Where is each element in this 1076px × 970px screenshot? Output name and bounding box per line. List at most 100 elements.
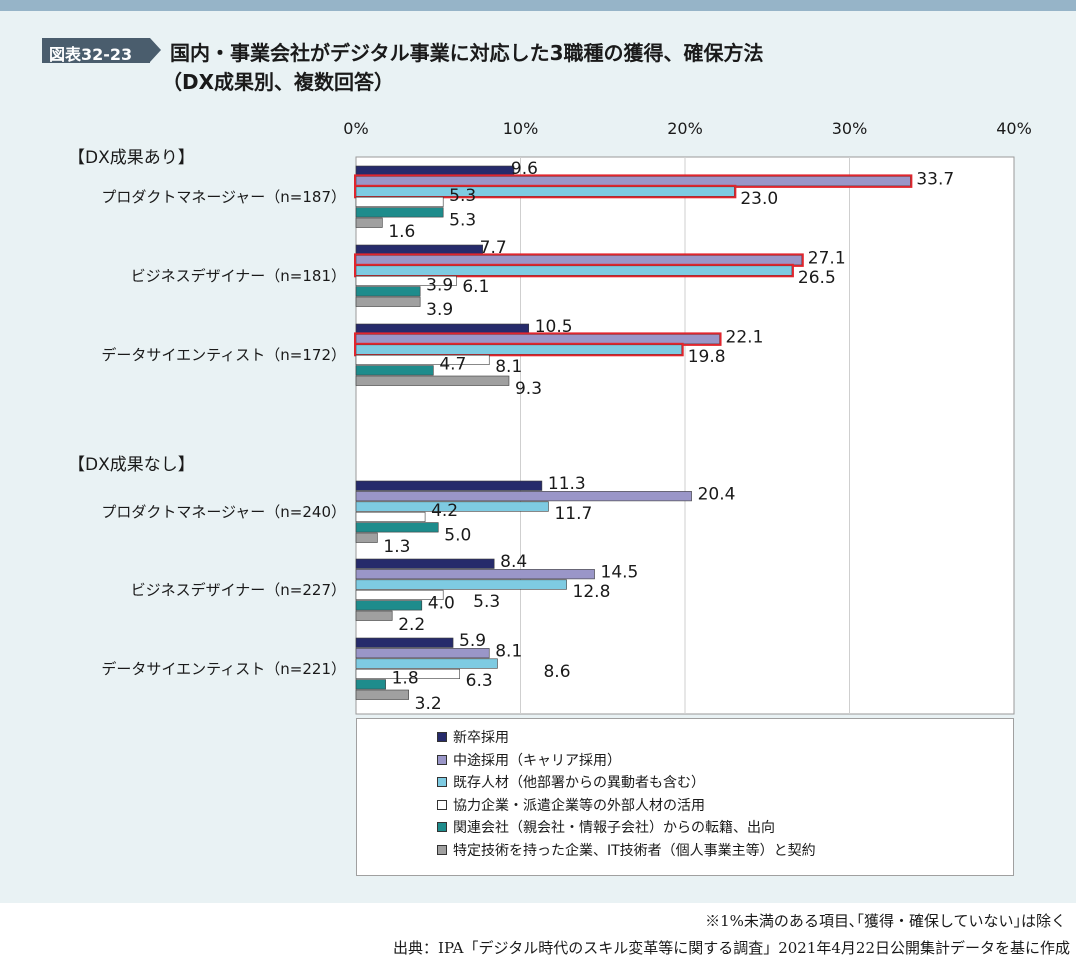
chart-title-line2: （DX成果別、複数回答） (162, 70, 395, 94)
data-label: 3.9 (426, 300, 453, 320)
data-label: 12.8 (573, 582, 611, 602)
legend-item: 新卒採用 (437, 727, 509, 747)
data-label: 23.0 (740, 189, 778, 209)
bar (355, 648, 490, 659)
legend-swatch (437, 799, 447, 810)
group-label: 【DX成果あり】 (68, 148, 195, 168)
bar (355, 365, 434, 376)
bar (355, 196, 444, 207)
bar (355, 579, 567, 590)
bar (355, 569, 595, 580)
bar (355, 480, 543, 491)
bar (355, 186, 735, 197)
chart-legend: 新卒採用中途採用（キャリア採用） 既存人材（他部署からの異動者も含む） 協力企業・派… (356, 718, 1014, 876)
legend-label: 関連会社（親会社・情報子会社）からの転籍、出向 (453, 820, 775, 836)
bar (355, 207, 444, 218)
figure-tag-arrow (150, 38, 161, 62)
bar (355, 255, 803, 266)
figure-tag-label: 図表32-23 (49, 45, 133, 64)
legend-item: 関連会社（親会社・情報子会社）からの転籍、出向 (437, 817, 775, 837)
data-label: 5.9 (459, 631, 486, 651)
bar (355, 344, 683, 355)
legend-label: 中途採用（キャリア採用） (453, 752, 621, 769)
bar (355, 558, 495, 569)
data-label: 6.3 (466, 671, 493, 691)
top-accent-bar (0, 0, 1076, 11)
data-label: 27.1 (808, 248, 846, 268)
data-label: 1.3 (383, 537, 410, 557)
legend-swatch (437, 844, 447, 855)
bar (355, 610, 393, 621)
data-label: 4.7 (439, 355, 466, 375)
figure-tag: 図表32-23 (42, 38, 162, 64)
category-label: ビジネスデザイナー（n=227） (131, 581, 346, 599)
bar (355, 275, 457, 287)
data-label: 10.5 (535, 317, 573, 337)
bar (355, 511, 426, 523)
data-label: 5.3 (449, 211, 476, 231)
bar (355, 522, 439, 533)
bar-highlight (354, 184, 737, 199)
data-label: 19.8 (688, 347, 726, 367)
x-tick-label: 30% (832, 119, 868, 138)
figure-tag-background (42, 38, 150, 63)
data-label: 1.8 (392, 669, 419, 689)
legend-item: 中途採用（キャリア採用） (437, 750, 621, 770)
data-label: 2.2 (398, 615, 425, 635)
data-label: 8.1 (495, 641, 522, 661)
source-citation: 出典：IPA「デジタル時代のスキル変革等に関する調査」2021年4月22日公開集… (393, 939, 1070, 957)
x-tick-label: 20% (667, 119, 703, 138)
bar (355, 501, 549, 512)
legend-item: 特定技術を持った企業、IT技術者（個人事業主等）と契約 (437, 840, 816, 860)
legend-item: 協力企業・派遣企業等の外部人材の活用 (437, 795, 705, 815)
x-tick-label: 40% (996, 119, 1032, 138)
category-label: データサイエンティスト（n=172） (101, 346, 346, 364)
legend-label: 特定技術を持った企業、IT技術者（個人事業主等）と契約 (453, 842, 816, 859)
bar (355, 532, 378, 543)
data-label: 26.5 (798, 268, 836, 288)
legend-label: 既存人材（他部署からの異動者も含む） (453, 775, 705, 791)
data-label: 5.3 (473, 592, 500, 612)
data-label: 4.2 (431, 501, 458, 521)
legend-swatch (437, 822, 447, 832)
bar (355, 334, 720, 345)
data-label: 8.4 (500, 552, 527, 572)
legend-label: 協力企業・派遣企業等の外部人材の活用 (453, 797, 705, 814)
data-label: 9.6 (511, 159, 538, 179)
bar (355, 244, 483, 255)
bar (355, 589, 444, 601)
data-label: 7.7 (480, 238, 507, 258)
data-label: 11.3 (548, 474, 586, 494)
legend-swatch (437, 732, 447, 742)
data-label: 14.5 (601, 562, 639, 582)
data-label: 3.9 (426, 276, 453, 296)
data-label: 33.7 (916, 169, 954, 189)
data-label: 5.3 (449, 186, 476, 206)
category-label: プロダクトマネージャー（n=240） (101, 503, 346, 521)
bar (355, 600, 423, 611)
x-tick-label: 0% (343, 119, 368, 138)
legend-swatch (437, 777, 447, 787)
bar (355, 176, 911, 187)
category-label: プロダクトマネージャー（n=187） (101, 188, 346, 206)
bar-chart: 0% 10% 20% 30% 40% 【DX成果あり】プロダクトマネージャー（n=187）… (68, 119, 1032, 715)
legend-swatch (437, 754, 447, 765)
bar-highlight (354, 263, 794, 278)
data-label: 22.1 (726, 327, 764, 347)
x-tick-label: 10% (503, 119, 539, 138)
bar (355, 491, 692, 502)
footnote: ※1%未満のある項目､｢獲得・確保していない｣は除く (705, 912, 1066, 930)
bar (355, 354, 490, 366)
data-label: 6.1 (462, 277, 489, 297)
data-label: 1.6 (388, 222, 415, 242)
legend-item: 既存人材（他部署からの異動者も含む） (437, 772, 705, 792)
legend-label: 新卒採用 (453, 730, 509, 746)
bar (355, 658, 498, 669)
data-label: 20.4 (698, 484, 736, 504)
data-label: 8.1 (495, 357, 522, 377)
bar-highlight (354, 342, 684, 357)
bar (355, 679, 386, 690)
bar (355, 165, 515, 176)
bar (355, 375, 510, 386)
data-label: 4.0 (428, 594, 455, 614)
